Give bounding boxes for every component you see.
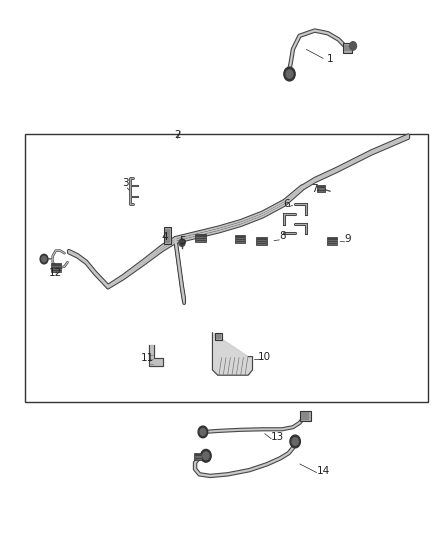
- Bar: [194, 453, 202, 459]
- Bar: [164, 227, 171, 244]
- Text: 5: 5: [179, 236, 185, 246]
- Circle shape: [286, 70, 293, 78]
- Bar: [195, 234, 206, 242]
- Bar: [216, 334, 221, 338]
- Circle shape: [290, 435, 300, 448]
- Circle shape: [40, 254, 48, 264]
- Bar: [25, 134, 428, 402]
- Circle shape: [201, 449, 211, 462]
- Text: 4: 4: [161, 232, 168, 243]
- Circle shape: [284, 67, 295, 81]
- Bar: [215, 333, 223, 340]
- Text: 13: 13: [271, 432, 284, 442]
- Text: 7: 7: [311, 183, 318, 193]
- Polygon shape: [149, 345, 163, 366]
- Text: 12: 12: [49, 268, 63, 278]
- Text: 6: 6: [283, 199, 290, 209]
- Text: 9: 9: [344, 234, 351, 244]
- Bar: [256, 237, 267, 245]
- Circle shape: [42, 256, 46, 262]
- Text: 14: 14: [317, 466, 330, 475]
- Bar: [300, 411, 311, 421]
- Bar: [318, 185, 325, 192]
- Polygon shape: [212, 333, 253, 375]
- Text: 10: 10: [258, 352, 271, 361]
- Bar: [344, 45, 351, 51]
- Text: 3: 3: [122, 177, 129, 188]
- Text: 2: 2: [174, 130, 181, 140]
- Bar: [327, 237, 337, 245]
- Circle shape: [200, 429, 206, 435]
- Circle shape: [350, 42, 357, 50]
- Text: 1: 1: [327, 54, 333, 63]
- Circle shape: [203, 452, 209, 459]
- Circle shape: [179, 239, 185, 246]
- Bar: [343, 43, 352, 53]
- Bar: [235, 235, 245, 243]
- Bar: [51, 263, 61, 272]
- Bar: [166, 229, 170, 243]
- Bar: [301, 413, 309, 419]
- Circle shape: [198, 426, 208, 438]
- Text: 11: 11: [141, 353, 154, 362]
- Circle shape: [292, 438, 298, 445]
- Text: 8: 8: [279, 231, 286, 241]
